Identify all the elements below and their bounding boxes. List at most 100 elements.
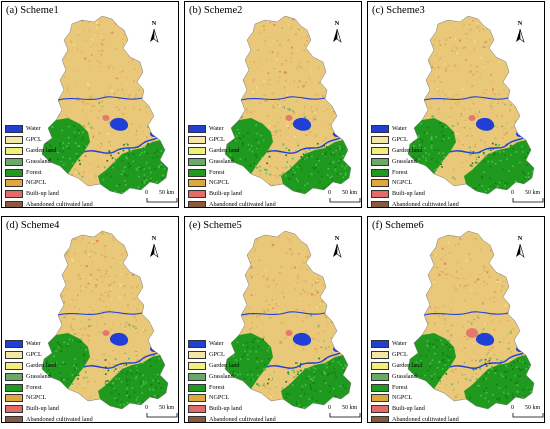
province-boundary [407,230,535,410]
legend-label: Abandoned cultivated land [392,416,459,423]
built-up-cluster [285,330,293,336]
legend-swatch [188,372,206,381]
legend-label: Forest [26,383,42,391]
legend-swatch [371,394,389,403]
legend-label: GPCL [392,135,408,143]
land-use-map [407,15,535,195]
legend-swatch [188,201,206,207]
legend-label: Built-up land [209,190,242,198]
legend-swatch [5,168,23,177]
panel-title: (f) Scheme6 [372,220,424,231]
chaohu-lake [292,117,312,131]
map-panel: (a) Scheme1 N Water GPCL Garden land Grasslan… [1,1,179,208]
legend-label: NGPCL [209,394,230,402]
legend-label: Forest [209,383,225,391]
legend-label: Water [209,340,224,347]
scale-distance-label: 50 km [342,405,358,411]
legend-swatch [371,190,389,199]
legend-swatch [371,157,389,166]
built-up-cluster [466,328,478,338]
legend-label: Abandoned cultivated land [26,201,93,208]
chaohu-lake [475,117,495,131]
scale-zero-label: 0 [328,405,331,411]
north-arrow-icon: N [512,20,528,46]
scale-distance-label: 50 km [342,190,358,196]
north-label: N [151,235,157,242]
legend-swatch [5,201,23,207]
province-boundary [407,15,535,195]
legend-swatch [188,394,206,403]
legend-swatch [188,340,206,348]
panel-title: (d) Scheme4 [6,220,60,231]
scale-zero-label: 0 [511,190,514,196]
legend-label: NGPCL [209,179,230,187]
scale-bar: 0 50 km [511,405,544,419]
huai-river [57,96,143,101]
legend-swatch [188,416,206,422]
legend-swatch [188,157,206,166]
land-use-map [224,15,352,195]
province-boundary [41,15,169,195]
legend-swatch [371,201,389,207]
scale-bar: 0 50 km [145,405,178,419]
huai-river [57,311,143,316]
panel-title: (b) Scheme2 [189,5,243,16]
scale-bar: 0 50 km [328,190,361,204]
chaohu-lake [475,332,495,346]
legend-swatch [188,146,206,155]
legend-label: Water [26,125,41,132]
built-up-cluster [468,115,476,121]
north-label: N [334,20,340,27]
panel-title: (c) Scheme3 [372,5,425,16]
legend-label: Built-up land [209,405,242,413]
legend-swatch [371,135,389,144]
legend-label: NGPCL [26,179,47,187]
scale-distance-label: 50 km [159,190,175,196]
legend-label: Water [26,340,41,347]
north-label: N [334,235,340,242]
legend-swatch [5,125,23,133]
legend-swatch [371,146,389,155]
scale-bar: 0 50 km [511,190,544,204]
legend-swatch [5,157,23,166]
legend-label: Garden land [209,361,240,369]
scale-distance-label: 50 km [159,405,175,411]
legend-label: Grassland [392,372,417,380]
legend-label: Built-up land [26,405,59,413]
legend-swatch [371,361,389,370]
legend-label: Forest [392,168,408,176]
province-boundary [224,15,352,195]
legend-label: Grassland [26,157,51,165]
north-arrow-icon: N [146,20,162,46]
scale-zero-label: 0 [145,405,148,411]
legend-swatch [188,179,206,188]
scale-zero-label: 0 [511,405,514,411]
legend-swatch [5,350,23,359]
legend-swatch [371,383,389,392]
yangtze-river [83,133,163,154]
north-label: N [517,20,523,27]
yangtze-river [449,133,529,154]
legend-label: Forest [26,168,42,176]
legend-swatch [5,146,23,155]
forest-south [464,140,534,194]
legend-swatch [371,405,389,414]
legend-swatch [5,340,23,348]
map-panel: (b) Scheme2 N Water GPCL Garden land Grasslan… [184,1,362,208]
legend-label: Water [209,125,224,132]
scale-bar: 0 50 km [328,405,361,419]
scale-distance-label: 50 km [525,405,541,411]
forest-south [98,355,168,409]
north-arrow-icon: N [512,235,528,261]
yangtze-river [83,348,163,369]
legend-label: Forest [392,383,408,391]
huai-river [423,96,509,101]
legend-label: GPCL [209,135,225,143]
legend-label: Built-up land [392,405,425,413]
legend-swatch [371,340,389,348]
legend-swatch [5,383,23,392]
province-boundary [41,230,169,410]
map-panel: (c) Scheme3 N Water GPCL Garden land Grasslan… [367,1,545,208]
legend-swatch [371,372,389,381]
legend-label: Water [392,340,407,347]
